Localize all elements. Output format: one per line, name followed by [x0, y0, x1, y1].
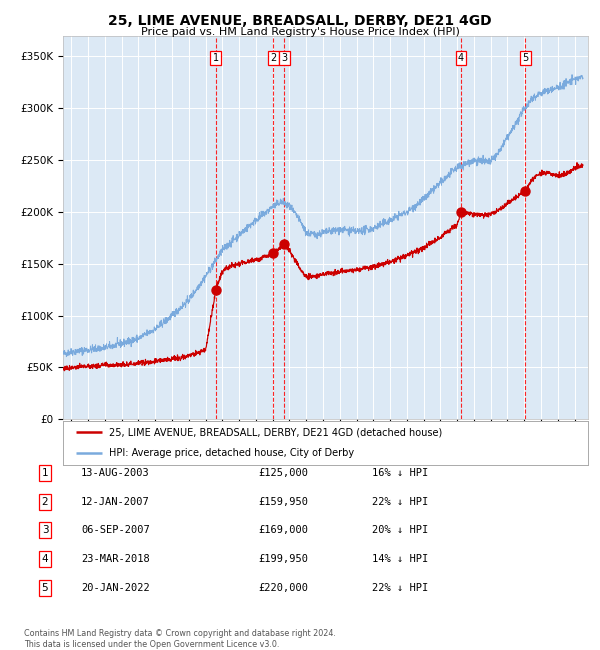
Text: 20% ↓ HPI: 20% ↓ HPI: [372, 525, 428, 536]
Text: £159,950: £159,950: [258, 497, 308, 507]
Text: 1: 1: [41, 468, 49, 478]
Text: 16% ↓ HPI: 16% ↓ HPI: [372, 468, 428, 478]
Text: 1: 1: [213, 53, 219, 63]
Text: 13-AUG-2003: 13-AUG-2003: [81, 468, 150, 478]
Text: 12-JAN-2007: 12-JAN-2007: [81, 497, 150, 507]
Text: 2: 2: [41, 497, 49, 507]
Text: 20-JAN-2022: 20-JAN-2022: [81, 582, 150, 593]
Text: This data is licensed under the Open Government Licence v3.0.: This data is licensed under the Open Gov…: [24, 640, 280, 649]
Text: 4: 4: [41, 554, 49, 564]
Text: 25, LIME AVENUE, BREADSALL, DERBY, DE21 4GD: 25, LIME AVENUE, BREADSALL, DERBY, DE21 …: [108, 14, 492, 29]
Text: £169,000: £169,000: [258, 525, 308, 536]
Text: 22% ↓ HPI: 22% ↓ HPI: [372, 582, 428, 593]
Text: 3: 3: [281, 53, 287, 63]
Text: 4: 4: [458, 53, 464, 63]
Text: Price paid vs. HM Land Registry's House Price Index (HPI): Price paid vs. HM Land Registry's House …: [140, 27, 460, 37]
Text: £199,950: £199,950: [258, 554, 308, 564]
Text: 06-SEP-2007: 06-SEP-2007: [81, 525, 150, 536]
Text: 22% ↓ HPI: 22% ↓ HPI: [372, 497, 428, 507]
Text: £125,000: £125,000: [258, 468, 308, 478]
Text: HPI: Average price, detached house, City of Derby: HPI: Average price, detached house, City…: [109, 448, 355, 458]
Text: £220,000: £220,000: [258, 582, 308, 593]
Text: 3: 3: [41, 525, 49, 536]
Text: 2: 2: [270, 53, 277, 63]
Text: 14% ↓ HPI: 14% ↓ HPI: [372, 554, 428, 564]
Text: 5: 5: [522, 53, 528, 63]
Text: 23-MAR-2018: 23-MAR-2018: [81, 554, 150, 564]
Text: 5: 5: [41, 582, 49, 593]
Text: 25, LIME AVENUE, BREADSALL, DERBY, DE21 4GD (detached house): 25, LIME AVENUE, BREADSALL, DERBY, DE21 …: [109, 427, 442, 437]
Text: Contains HM Land Registry data © Crown copyright and database right 2024.: Contains HM Land Registry data © Crown c…: [24, 629, 336, 638]
